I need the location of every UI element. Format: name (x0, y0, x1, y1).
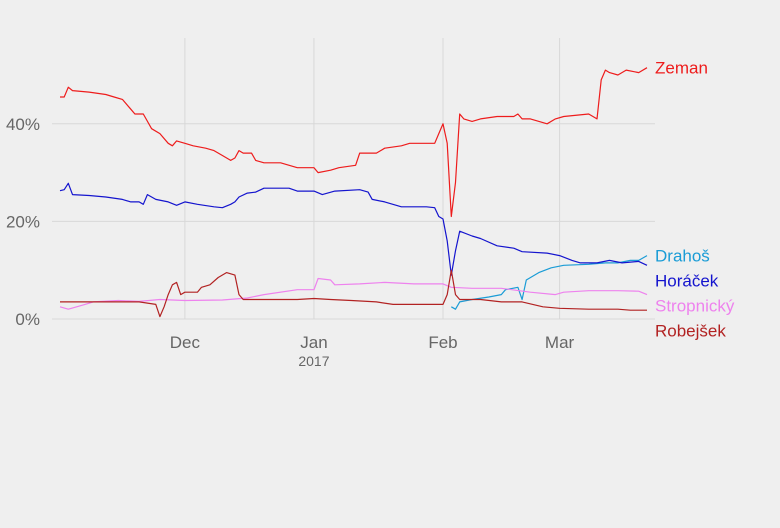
series-line-Robejšek (60, 269, 647, 318)
series-line-Horáček (59, 182, 648, 276)
series-label: Zeman (655, 59, 708, 78)
series-lines (59, 67, 648, 318)
series-label: Horáček (655, 272, 719, 291)
x-tick-label: Jan (300, 333, 327, 352)
y-tick-label: 40% (6, 115, 40, 134)
x-tick-label: Feb (428, 333, 457, 352)
series-label: Drahoš (655, 247, 710, 266)
y-tick-label: 0% (15, 310, 40, 329)
series-label: Robejšek (655, 322, 726, 341)
y-tick-label: 20% (6, 212, 40, 231)
x-tick-sublabel: 2017 (298, 353, 329, 369)
x-tick-label: Dec (170, 333, 201, 352)
series-labels: Zeman Drahoš Horáček Stropnický Robejšek (655, 59, 735, 341)
grid-lines (52, 38, 655, 320)
series-line-Stropnický (59, 277, 648, 310)
y-axis-ticks: 0% 20% 40% (6, 115, 40, 329)
series-line-Drahoš (451, 255, 648, 310)
series-line-Zeman (60, 67, 648, 218)
series-label: Stropnický (655, 297, 735, 316)
x-tick-label: Mar (545, 333, 575, 352)
